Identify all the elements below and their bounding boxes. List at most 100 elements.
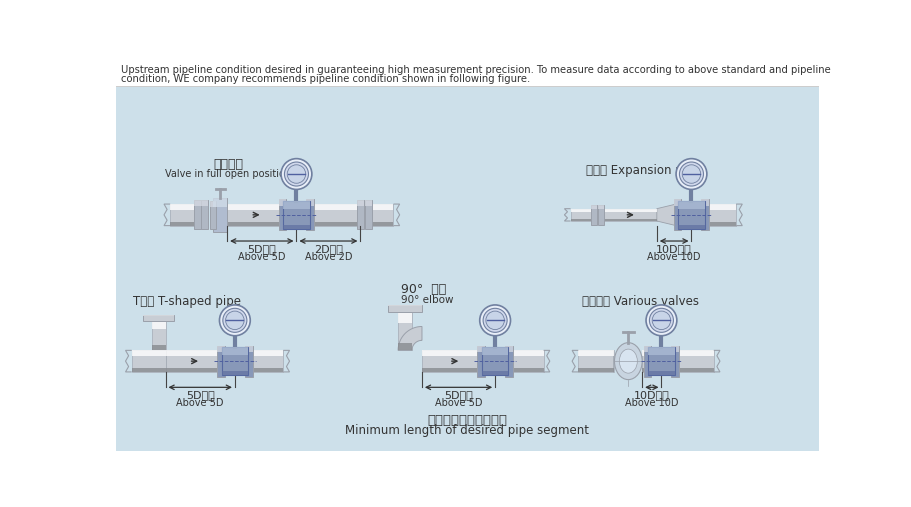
Text: Above 2D: Above 2D — [304, 252, 352, 262]
Text: 10D以上: 10D以上 — [656, 244, 691, 254]
Bar — [398, 312, 412, 322]
Text: 2D以上: 2D以上 — [313, 244, 343, 254]
Bar — [143, 315, 174, 316]
Bar — [670, 346, 679, 377]
Bar — [674, 350, 713, 372]
Bar — [704, 222, 735, 226]
Bar — [217, 346, 225, 377]
Bar — [356, 200, 363, 230]
Bar — [422, 368, 495, 372]
Bar — [701, 199, 709, 230]
Polygon shape — [398, 327, 422, 350]
Bar — [131, 368, 166, 372]
Bar — [227, 222, 296, 226]
Bar — [674, 350, 713, 356]
Bar — [674, 368, 713, 372]
Circle shape — [284, 162, 308, 186]
Bar — [675, 204, 691, 226]
Bar — [244, 346, 252, 352]
Bar — [306, 199, 313, 230]
Bar — [704, 204, 735, 210]
Bar — [673, 199, 681, 230]
Bar — [370, 204, 393, 226]
Text: 90°  弯头: 90° 弯头 — [401, 283, 446, 297]
Bar — [201, 200, 208, 230]
Bar — [306, 199, 313, 206]
Bar — [590, 205, 596, 225]
Text: Upstream pipeline condition desired in guaranteeing high measurement precision. : Upstream pipeline condition desired in g… — [121, 65, 830, 75]
Bar — [590, 205, 596, 209]
Text: 5D以上: 5D以上 — [247, 244, 276, 254]
Bar — [701, 199, 709, 206]
Text: Above 5D: Above 5D — [238, 252, 285, 262]
Bar — [279, 199, 286, 206]
Bar — [193, 200, 200, 206]
Bar — [166, 350, 235, 372]
Bar — [244, 346, 252, 377]
Bar — [310, 222, 360, 226]
Bar — [482, 347, 507, 375]
Bar — [170, 204, 197, 210]
Bar — [602, 209, 656, 212]
Bar — [131, 350, 166, 372]
Bar — [482, 347, 507, 355]
Bar — [356, 200, 363, 206]
Bar — [279, 199, 286, 230]
Bar — [570, 209, 593, 221]
Bar — [310, 204, 360, 226]
Bar — [193, 200, 200, 230]
Bar — [508, 350, 543, 372]
Bar — [227, 204, 296, 210]
Text: 各种阀门 Various valves: 各种阀门 Various valves — [581, 295, 699, 308]
Bar — [422, 350, 495, 356]
Bar — [578, 350, 612, 356]
Bar — [283, 225, 309, 229]
Circle shape — [225, 311, 244, 330]
Text: 5D以上: 5D以上 — [444, 390, 473, 401]
Circle shape — [651, 311, 670, 330]
Circle shape — [220, 305, 250, 336]
Bar — [221, 347, 248, 375]
Bar — [249, 350, 283, 372]
Bar — [227, 204, 296, 226]
Bar — [643, 346, 650, 377]
Bar — [210, 201, 216, 229]
Text: 10D以上: 10D以上 — [633, 390, 669, 401]
Text: Minimum length of desired pipe segment: Minimum length of desired pipe segment — [345, 424, 589, 438]
Bar — [508, 350, 543, 356]
Bar — [166, 350, 235, 356]
Bar — [612, 350, 614, 372]
Bar — [648, 347, 674, 355]
Bar — [213, 198, 227, 232]
Bar — [648, 371, 674, 375]
Bar — [370, 222, 393, 226]
Bar — [641, 350, 660, 372]
Bar — [170, 204, 197, 226]
Bar — [131, 350, 166, 356]
Bar — [704, 204, 735, 226]
Bar — [283, 201, 309, 229]
Bar — [422, 350, 495, 372]
Bar — [570, 219, 593, 221]
Bar — [476, 346, 485, 377]
Bar — [170, 222, 197, 226]
Bar — [370, 204, 393, 210]
Bar — [648, 347, 674, 375]
Bar — [602, 219, 656, 221]
Text: Above 5D: Above 5D — [176, 398, 224, 408]
Bar — [201, 200, 208, 206]
Circle shape — [222, 308, 247, 333]
Ellipse shape — [614, 343, 641, 380]
Bar — [578, 350, 612, 372]
Text: Above 10D: Above 10D — [624, 398, 678, 408]
Text: Above 5D: Above 5D — [435, 398, 482, 408]
Bar — [482, 371, 507, 375]
Bar — [597, 205, 603, 209]
Bar — [310, 204, 360, 210]
Circle shape — [281, 159, 312, 190]
Ellipse shape — [619, 349, 637, 373]
Bar — [476, 346, 485, 352]
Bar — [398, 312, 412, 350]
Bar — [364, 200, 371, 206]
Text: condition, WE company recommends pipeline condition shown in following figure.: condition, WE company recommends pipelin… — [121, 74, 529, 84]
